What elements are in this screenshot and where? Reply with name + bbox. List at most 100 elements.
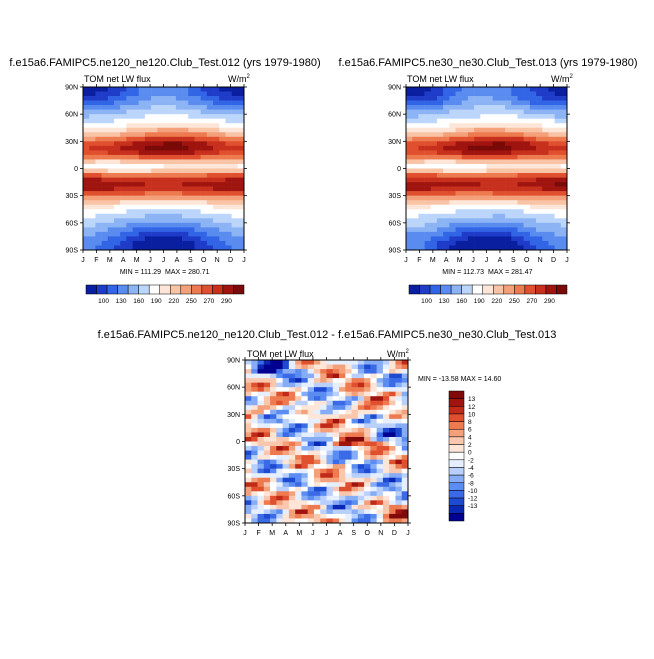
heatmap-cell <box>560 96 568 101</box>
heatmap-cell <box>113 177 121 183</box>
heatmap-cell <box>113 105 121 110</box>
heatmap-cell <box>213 87 220 92</box>
heatmap-cell <box>219 154 226 160</box>
heatmap-cell <box>461 236 469 242</box>
heatmap-cell <box>163 218 170 224</box>
colorbar-label: 290 <box>221 298 232 305</box>
heatmap-cell <box>529 91 537 97</box>
heatmap-cell <box>245 360 252 365</box>
heatmap-cell <box>225 218 232 224</box>
heatmap-cell <box>467 222 475 228</box>
heatmap-cell <box>455 227 463 233</box>
heatmap-cell <box>395 387 403 392</box>
heatmap-cell <box>443 227 450 233</box>
colorbar-swatch <box>535 284 547 295</box>
heatmap-cell <box>345 477 352 483</box>
heatmap-cell <box>480 236 487 242</box>
heatmap-cell <box>307 486 315 492</box>
heatmap-cell <box>169 105 177 110</box>
heatmap-cell <box>401 387 409 392</box>
heatmap-cell <box>182 105 189 110</box>
heatmap-cell <box>95 159 102 165</box>
colorbar-swatch <box>429 284 441 295</box>
heatmap-cell <box>345 414 352 420</box>
heatmap-cell <box>263 436 271 442</box>
heatmap-cell <box>332 473 340 479</box>
heatmap-cell <box>401 373 409 379</box>
heatmap-cell <box>225 114 232 119</box>
heatmap-cell <box>406 159 413 165</box>
heatmap-cell <box>480 118 487 124</box>
heatmap-cell <box>486 159 493 165</box>
heatmap-cell <box>151 191 158 196</box>
heatmap-cell <box>313 369 321 374</box>
heatmap-cell <box>263 418 271 424</box>
heatmap-cell <box>213 191 220 196</box>
heatmap-cell <box>282 432 290 438</box>
heatmap-cell <box>461 109 469 115</box>
heatmap-cell <box>157 168 164 174</box>
heatmap-cell <box>251 387 258 392</box>
heatmap-cell <box>554 96 562 101</box>
heatmap-cell <box>282 382 290 388</box>
panel-title: f.e15a6.FAMIPC5.ne120_ne120.Club_Test.01… <box>98 329 557 341</box>
heatmap-cell <box>245 418 252 424</box>
heatmap-cell <box>467 213 475 219</box>
heatmap-cell <box>364 446 371 451</box>
heatmap-cell <box>132 195 140 201</box>
heatmap-cell <box>301 446 308 451</box>
heatmap-cell <box>332 504 340 510</box>
heatmap-cell <box>357 391 365 397</box>
heatmap-cell <box>83 222 90 228</box>
heatmap-cell <box>430 200 438 206</box>
heatmap-cell <box>126 105 133 110</box>
heatmap-cell <box>320 378 327 383</box>
heatmap-cell <box>326 409 334 415</box>
heatmap-cell <box>245 504 252 510</box>
heatmap-cell <box>443 91 450 97</box>
heatmap-cell <box>151 118 158 124</box>
heatmap-cell <box>169 118 177 124</box>
heatmap-cell <box>364 432 371 438</box>
heatmap-cell <box>301 495 308 501</box>
heatmap-cell <box>370 369 377 374</box>
heatmap-cell <box>101 218 109 224</box>
heatmap-cell <box>175 145 183 151</box>
heatmap-cell <box>357 405 365 411</box>
heatmap-cell <box>245 468 252 474</box>
heatmap-cell <box>511 177 518 183</box>
heatmap-cell <box>194 127 201 133</box>
heatmap-cell <box>560 150 568 156</box>
heatmap-cell <box>237 231 245 237</box>
y-tick-label: 0 <box>74 166 78 173</box>
heatmap-cell <box>548 91 555 97</box>
heatmap-cell <box>511 154 518 160</box>
heatmap-cell <box>288 486 296 492</box>
heatmap-cell <box>529 227 537 233</box>
heatmap-cell <box>163 213 170 219</box>
colorbar-swatch <box>180 284 192 295</box>
heatmap-cell <box>486 141 493 147</box>
heatmap-cell <box>351 369 359 374</box>
heatmap-cell <box>511 245 518 251</box>
heatmap-cell <box>511 150 518 156</box>
heatmap-cell <box>301 459 308 465</box>
heatmap-cell <box>395 513 403 519</box>
heatmap-cell <box>231 245 239 251</box>
heatmap-cell <box>449 105 456 110</box>
heatmap-cell <box>257 369 265 374</box>
heatmap-cell <box>389 477 396 483</box>
heatmap-cell <box>101 222 109 228</box>
heatmap-cell <box>107 191 115 196</box>
heatmap-cell <box>339 427 346 433</box>
heatmap-cell <box>138 132 146 138</box>
heatmap-cell <box>455 109 463 115</box>
heatmap-cell <box>424 182 432 187</box>
field-label: TOM net LW flux <box>247 349 314 359</box>
heatmap-cell <box>257 500 265 506</box>
heatmap-cell <box>270 450 277 456</box>
heatmap-cell <box>364 378 371 383</box>
heatmap-cell <box>182 227 189 233</box>
heatmap-cell <box>492 191 500 196</box>
heatmap-cell <box>498 87 506 92</box>
